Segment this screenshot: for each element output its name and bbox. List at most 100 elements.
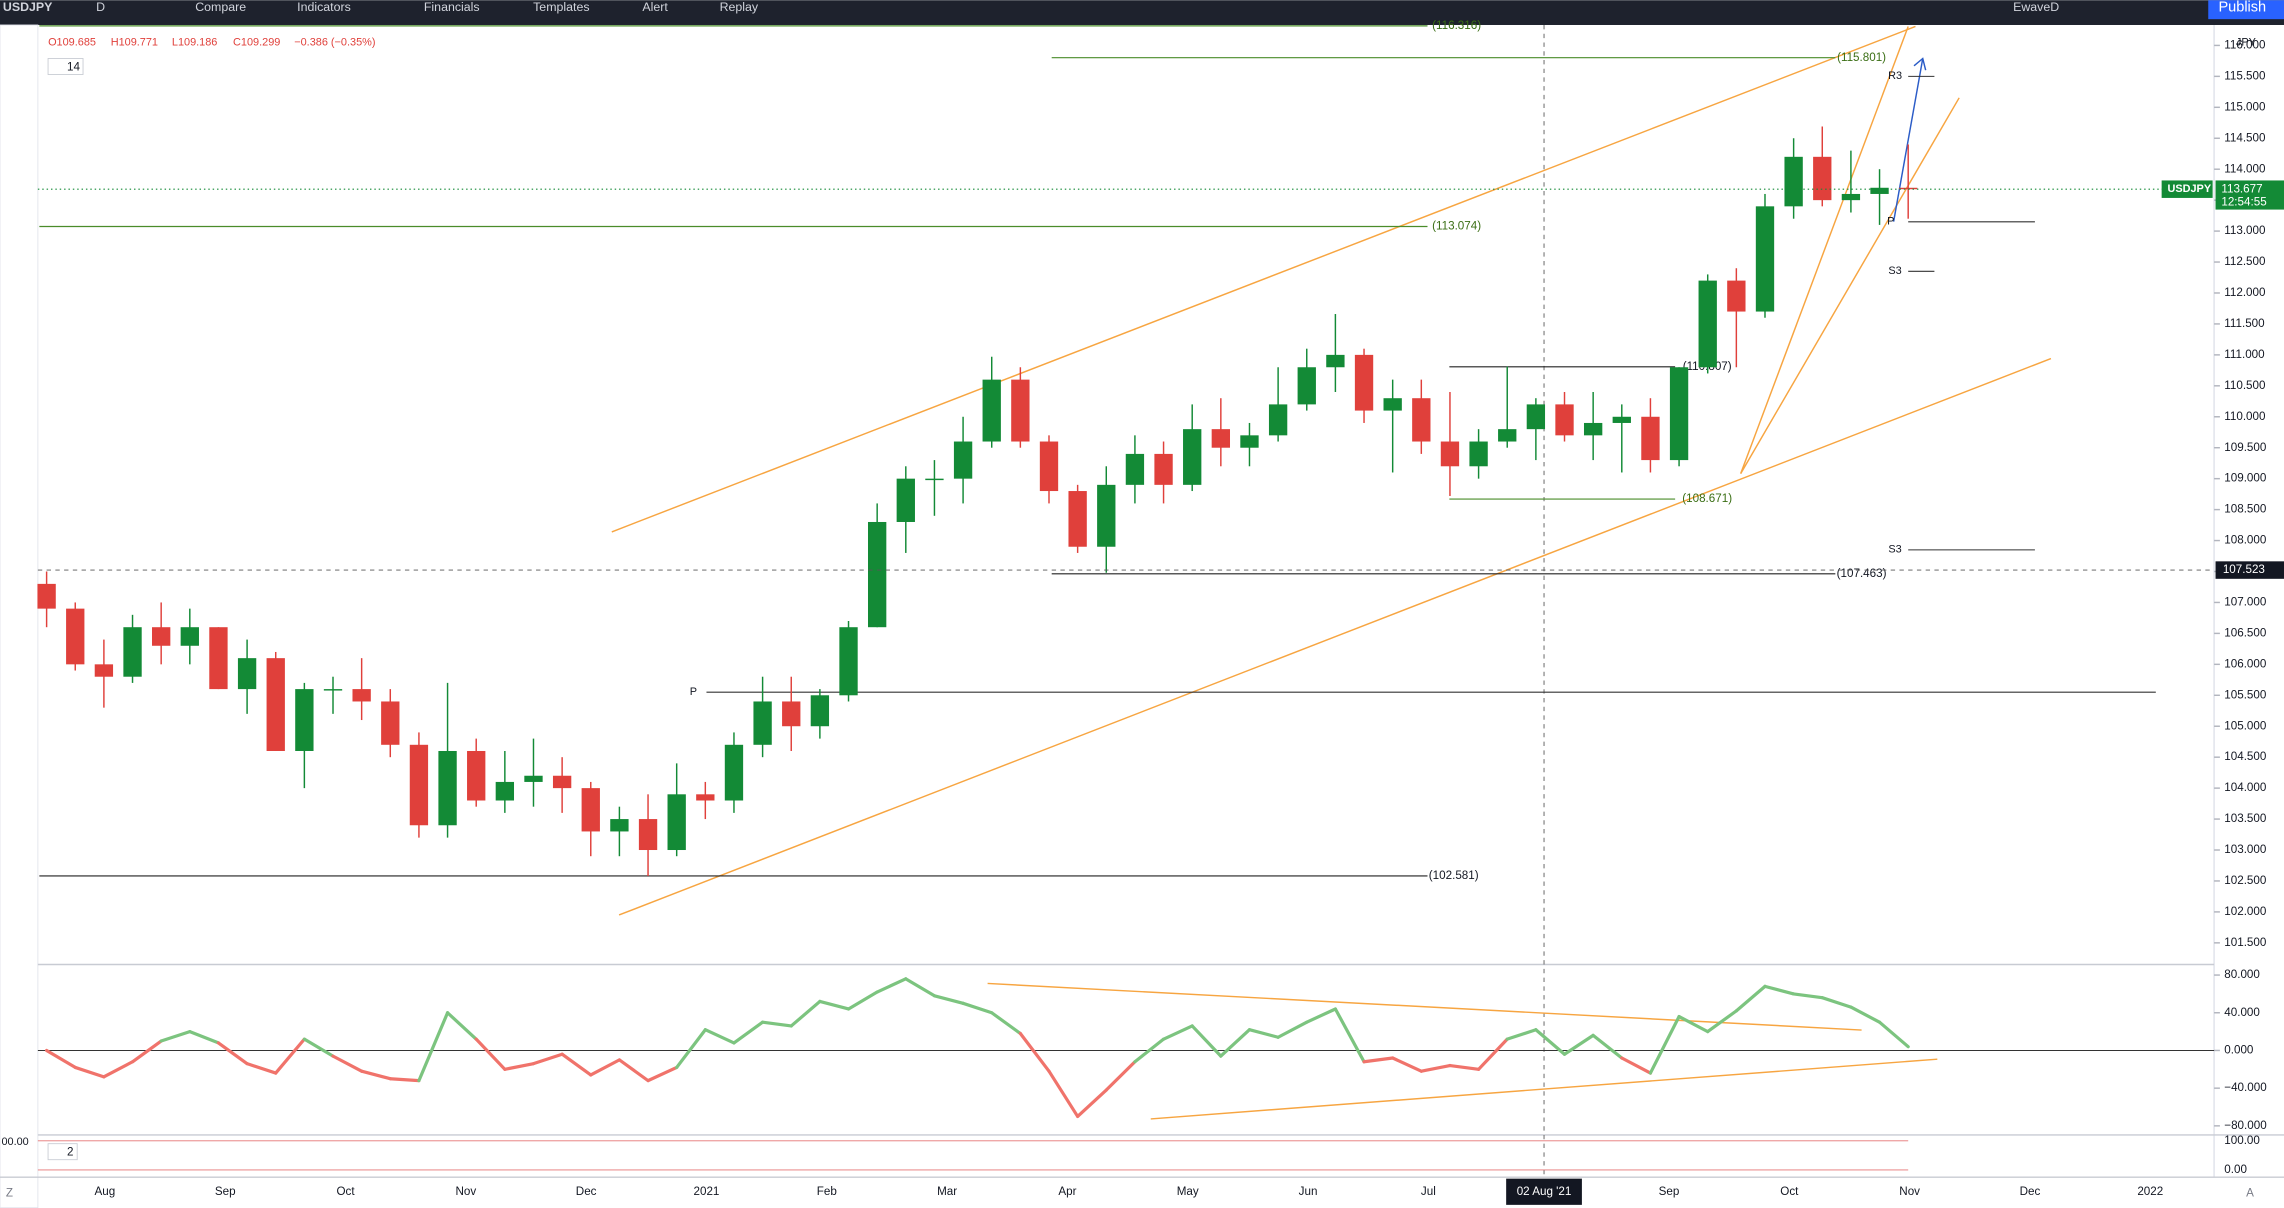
candle-body [1755, 206, 1775, 312]
toolbar-button[interactable]: Indicators [297, 0, 351, 14]
lower-left-label: 00.00 [1, 1136, 28, 1148]
toolbar [0, 0, 2284, 25]
osc-segment [331, 1054, 364, 1073]
candle-body [782, 701, 801, 727]
osc-tick-label: 0.000 [2224, 1044, 2254, 1057]
ohlc-value: H109.771 [111, 36, 158, 48]
x-tick-label: Oct [1780, 1185, 1799, 1198]
candle-body [552, 775, 572, 789]
candle-body [1125, 453, 1145, 485]
osc-tick-label: 80.000 [2224, 968, 2260, 981]
osc-segment [274, 1037, 306, 1075]
publish-button[interactable] [2208, 0, 2284, 20]
osc-segment [474, 1037, 507, 1071]
countdown: 12:54:55 [2221, 195, 2266, 208]
indicator-box[interactable] [47, 58, 84, 75]
candle-body [1784, 156, 1803, 207]
toolbar-button[interactable]: Replay [720, 0, 759, 14]
y-tick-label: 110.500 [2224, 379, 2266, 392]
lower-tick-label: 100.00 [2224, 1134, 2260, 1147]
toolbar-button[interactable]: Templates [533, 0, 589, 14]
currency[interactable]: JPY [2236, 36, 2257, 48]
candle-body [1583, 422, 1603, 436]
candle-body [94, 664, 114, 677]
y-tick-label: 101.500 [2224, 936, 2267, 949]
candle-body [1526, 404, 1546, 430]
candle-body [1268, 404, 1288, 436]
osc-segment [1877, 1020, 1910, 1049]
y-tick-label: 103.000 [2224, 843, 2267, 856]
toolbar-button[interactable]: Alert [642, 0, 668, 14]
candle-body [381, 701, 400, 745]
osc-segment [531, 1052, 564, 1066]
candle-body [495, 781, 515, 801]
y-tick-label: 112.500 [2224, 255, 2266, 268]
osc-segment [245, 1062, 278, 1075]
candle-body [123, 627, 142, 677]
y-tick-label: 105.500 [2224, 688, 2267, 701]
candle-body [696, 794, 715, 801]
publish-label[interactable]: Publish [2218, 0, 2266, 15]
x-tick-label: Aug [95, 1185, 116, 1198]
candle-body [1354, 354, 1374, 411]
ohlc-value: −0.386 (−0.35%) [294, 36, 375, 48]
osc-segment [589, 1058, 622, 1077]
osc-segment [818, 999, 851, 1011]
candle-body [1899, 187, 1918, 190]
osc-segment [360, 1069, 392, 1081]
osc-tick-label: −40.000 [2224, 1081, 2267, 1094]
candle-body [1555, 404, 1574, 436]
candle-body [1097, 484, 1116, 547]
interval[interactable]: D [96, 0, 105, 14]
crosshair-tag [2215, 561, 2284, 579]
x-tick-label: Jun [1299, 1185, 1318, 1198]
channel-line [1739, 26, 1909, 474]
crosshair-date-tag [1506, 1178, 1582, 1205]
layout-name[interactable]: EwaveD [2013, 0, 2059, 14]
osc-segment [990, 1011, 1022, 1036]
wave-arrow [1892, 58, 1924, 222]
toolbar-button[interactable]: Financials [424, 0, 480, 14]
y-tick-label: 106.000 [2224, 657, 2267, 670]
x-tick-label: Oct [336, 1185, 355, 1198]
osc-segment [1305, 1007, 1337, 1024]
candle-body [925, 478, 944, 481]
osc-segment [503, 1062, 536, 1071]
candle-body [438, 750, 457, 826]
osc-segment [1362, 1056, 1395, 1064]
y-tick-label: 114.500 [2224, 131, 2266, 144]
x-tick-label: Nov [1899, 1185, 1920, 1198]
footer-left[interactable]: Z [6, 1186, 13, 1199]
osc-segment [1276, 1020, 1309, 1039]
candle-body [295, 689, 314, 751]
candle-body [638, 819, 658, 851]
osc-segment [932, 994, 965, 1005]
osc-segment [1018, 1031, 1051, 1073]
y-tick-label: 110.000 [2224, 410, 2266, 423]
x-tick-label: Sep [1659, 1185, 1680, 1198]
pivot-label: R3 [1888, 70, 1902, 82]
candle-body [1383, 398, 1402, 411]
candle-body [266, 658, 285, 751]
candle-body [1870, 187, 1889, 194]
last-price-label: 113.677 [2221, 182, 2262, 195]
y-tick-label: 112.000 [2224, 286, 2266, 299]
toolbar-button[interactable]: Compare [195, 0, 246, 14]
osc-segment [1562, 1033, 1595, 1056]
indicator-box[interactable] [47, 1143, 78, 1161]
symbol[interactable]: USDJPY [3, 0, 53, 14]
candle-body [237, 658, 257, 690]
channel-line [1740, 97, 1960, 474]
x-tick-label: Apr [1058, 1185, 1076, 1198]
candle-body [810, 695, 830, 727]
y-tick-label: 111.500 [2224, 317, 2265, 330]
footer-right[interactable]: A [2246, 1186, 2254, 1199]
y-tick-label: 102.500 [2224, 874, 2267, 887]
candle-body [753, 701, 772, 745]
osc-segment [159, 1030, 192, 1043]
pivot-label: S3 [1888, 544, 1901, 556]
osc-segment [1648, 1014, 1681, 1075]
osc-segment [1391, 1056, 1423, 1073]
y-tick-label: 103.500 [2224, 812, 2267, 825]
last-price-tag [2215, 180, 2284, 210]
